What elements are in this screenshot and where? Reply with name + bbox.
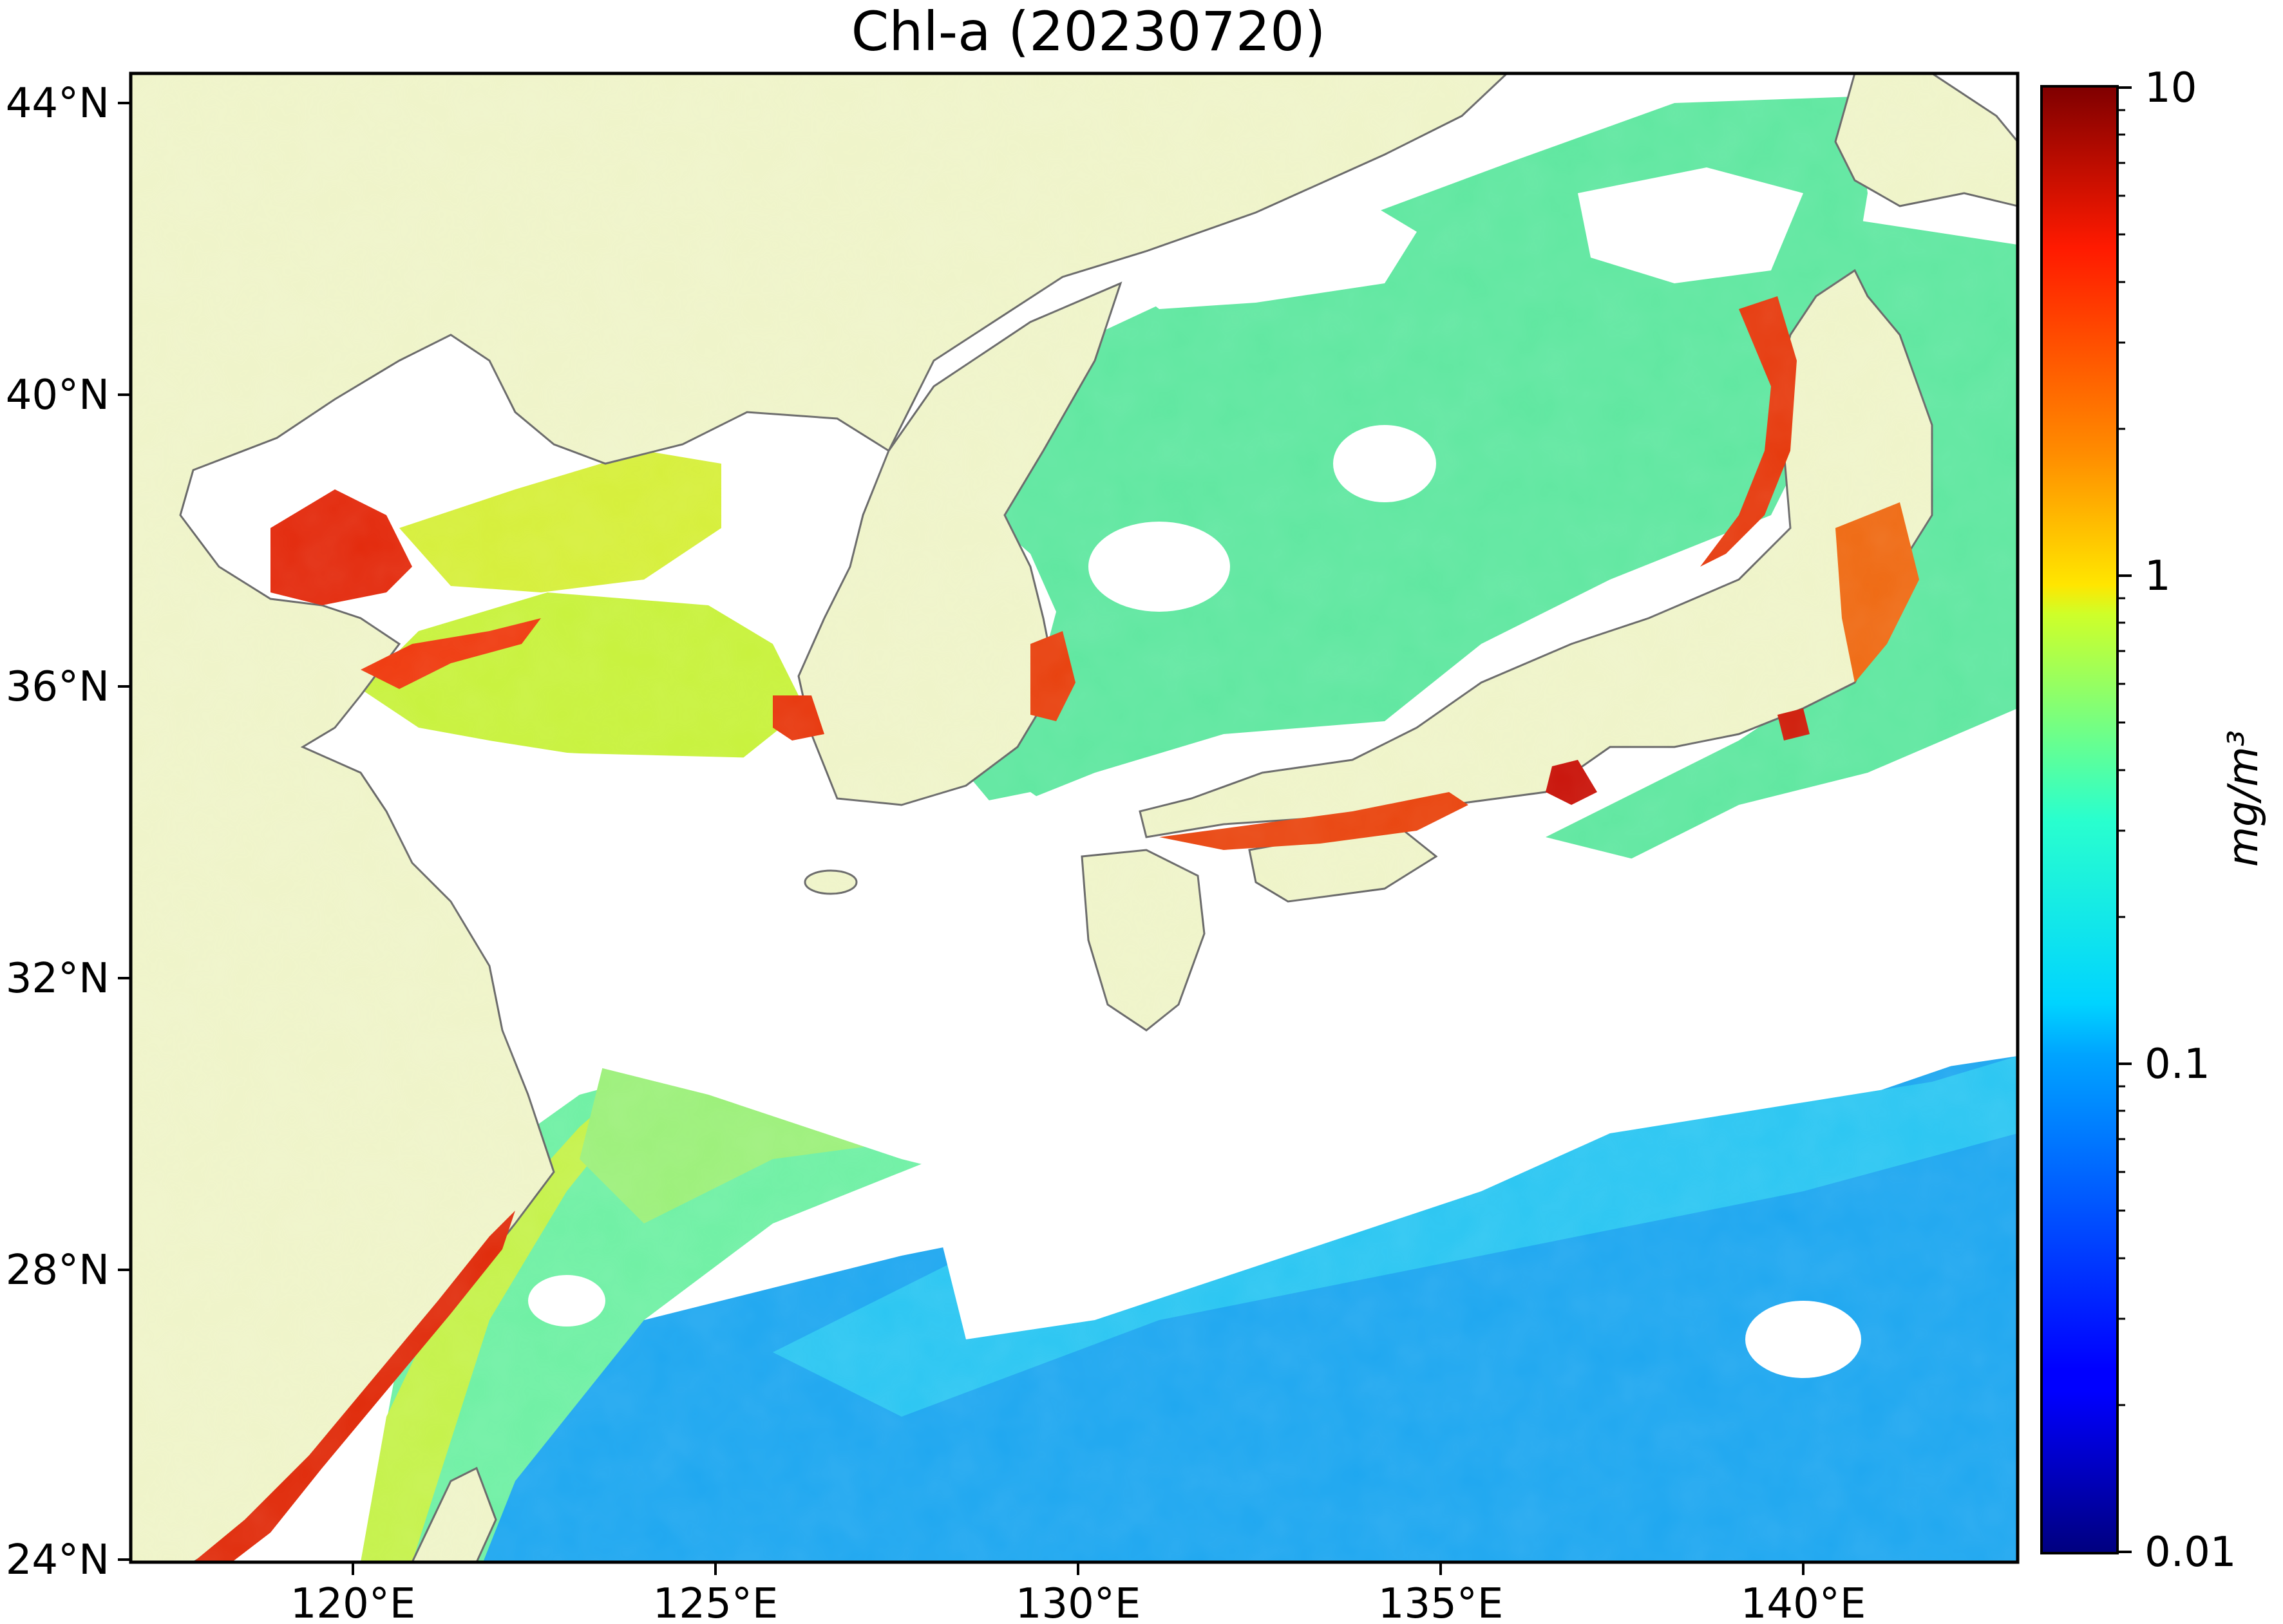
lon-tick-120: 120°E — [290, 1580, 416, 1624]
colorbar-tick-10: 10 — [2145, 64, 2197, 112]
lon-tick-135: 135°E — [1378, 1580, 1504, 1624]
map-title: Chl-a (20230720) — [851, 0, 1326, 63]
colorbar: 10 1 0.1 0.01 mg/m³ — [2040, 64, 2268, 1576]
lat-axis: 44°N 40°N 36°N 32°N 28°N 24°N — [6, 80, 131, 1584]
lat-tick-28: 28°N — [6, 1247, 109, 1294]
lon-tick-130: 130°E — [1016, 1580, 1141, 1624]
lat-tick-24: 24°N — [6, 1536, 109, 1584]
colorbar-minor-ticks — [2117, 109, 2125, 1406]
colorbar-tick-0.01: 0.01 — [2145, 1529, 2237, 1576]
colorbar-tick-0.1: 0.1 — [2145, 1041, 2210, 1088]
lon-axis: 120°E 125°E 130°E 135°E 140°E — [290, 1562, 1866, 1624]
lon-tick-125: 125°E — [653, 1580, 779, 1624]
colorbar-tick-1: 1 — [2145, 552, 2171, 600]
lat-tick-40: 40°N — [6, 372, 109, 419]
texture-overlay — [131, 73, 2018, 1562]
lat-tick-32: 32°N — [6, 955, 109, 1003]
colorbar-unit-label: mg/m³ — [2220, 730, 2268, 867]
map-frame — [129, 71, 2020, 1564]
lat-tick-44: 44°N — [6, 80, 109, 127]
lon-tick-140: 140°E — [1741, 1580, 1866, 1624]
map-area — [131, 73, 2018, 1562]
lat-tick-36: 36°N — [6, 663, 109, 711]
colorbar-gradient — [2040, 85, 2119, 1554]
